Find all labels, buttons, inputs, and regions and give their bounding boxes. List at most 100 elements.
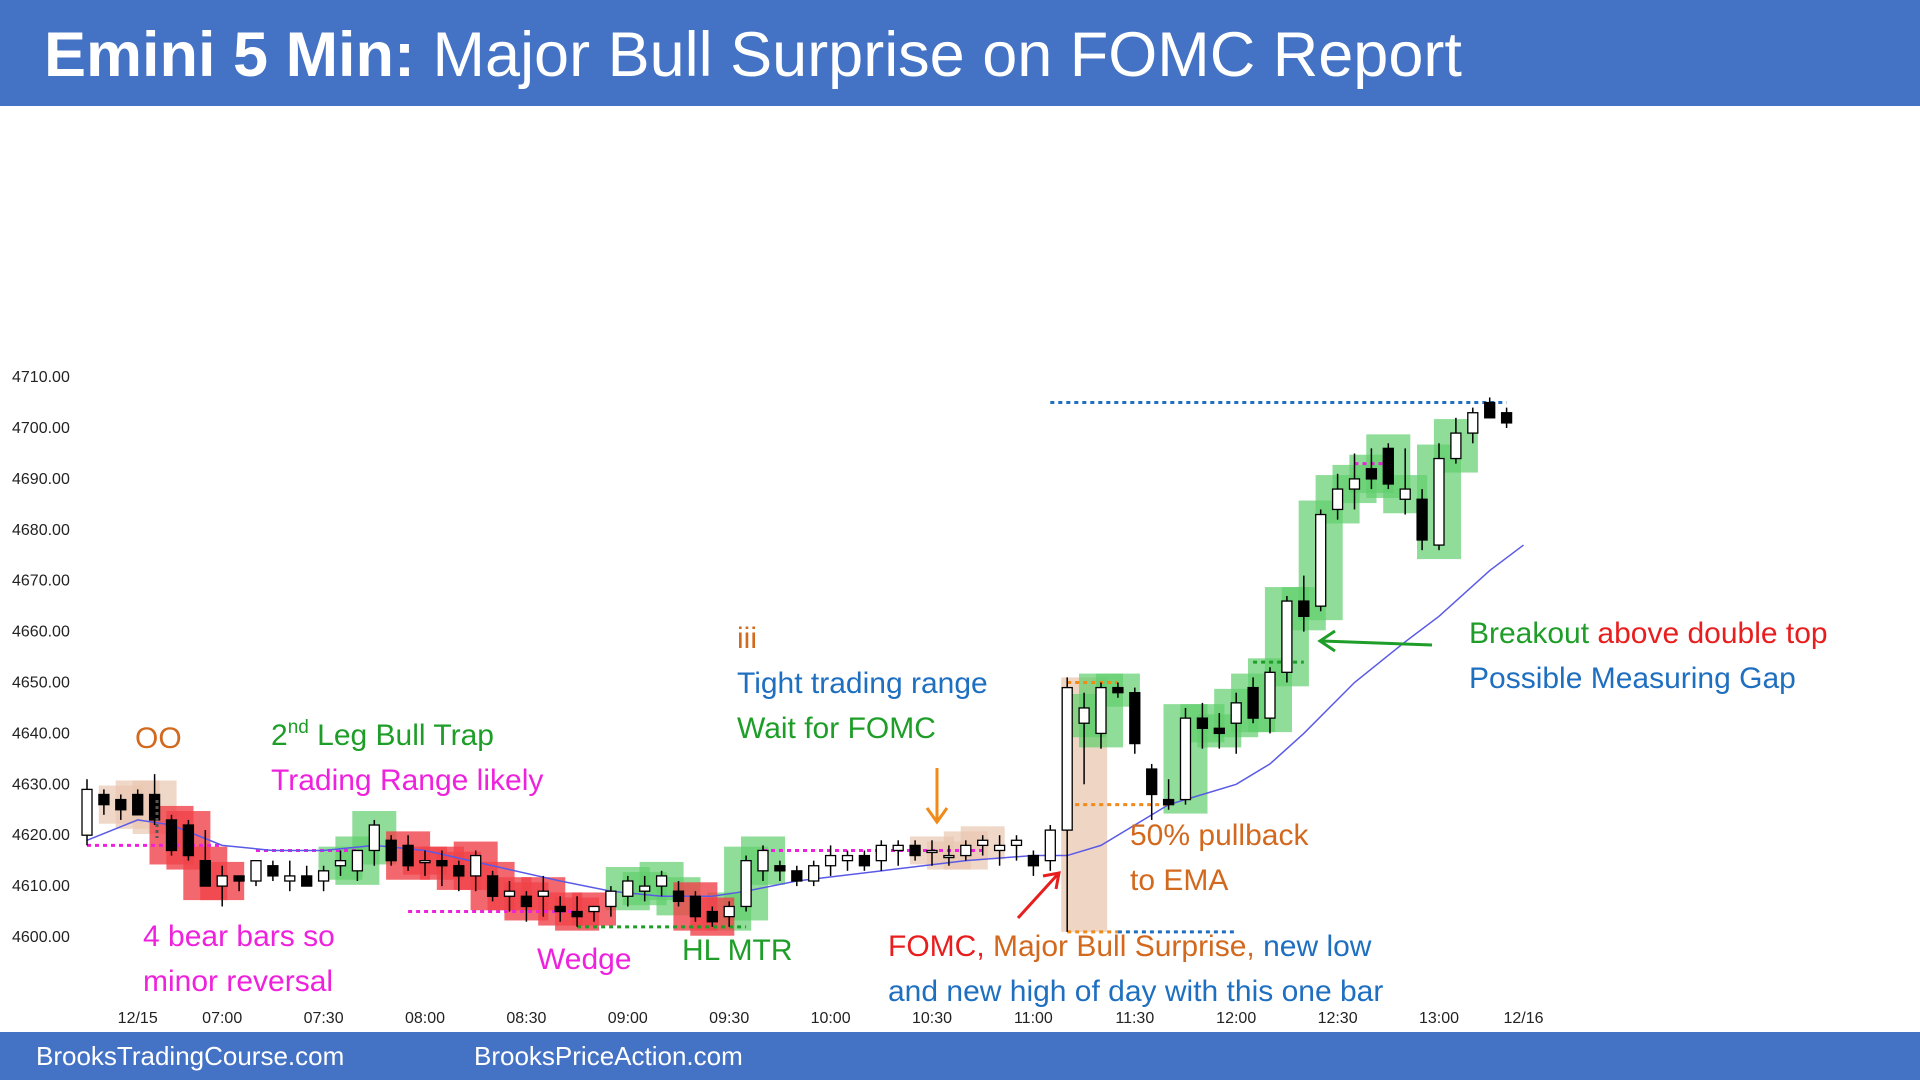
candle: [672, 881, 685, 907]
y-tick-label: 4630.00: [12, 776, 70, 793]
x-tick-label: 08:30: [506, 1010, 546, 1027]
candle: [148, 774, 161, 826]
candle: [706, 906, 718, 927]
candle: [858, 850, 871, 871]
new-low-words: new low: [1255, 930, 1372, 963]
footer-link-right[interactable]: BrooksPriceAction.com: [474, 1041, 743, 1071]
candle: [1500, 407, 1513, 428]
candle: [402, 835, 414, 871]
candle: [1230, 692, 1242, 754]
y-tick-label: 4700.00: [12, 420, 70, 437]
annotation-oo: OO: [135, 722, 182, 755]
candle: [1450, 417, 1462, 464]
bull-candle-body: [1281, 600, 1293, 673]
bull-candle-body: [1264, 671, 1276, 719]
candle: [351, 849, 364, 882]
bull-candle-body: [740, 860, 752, 908]
x-tick-label: 10:30: [912, 1010, 952, 1027]
bull-candle-body: [977, 839, 989, 847]
x-tick-label: 12:00: [1216, 1010, 1256, 1027]
bear-candle-body: [233, 875, 245, 882]
bull-candle-body: [841, 854, 854, 862]
iii-arrow-head: [925, 807, 949, 825]
bull-candle-body: [993, 844, 1006, 852]
candle: [216, 865, 228, 907]
candle: [1382, 443, 1394, 490]
x-tick-label: 10:00: [811, 1010, 851, 1027]
candle: [588, 905, 600, 922]
title-bar: Emini 5 Min: Major Bull Surprise on FOMC…: [0, 0, 1920, 106]
y-tick-label: 4640.00: [12, 725, 70, 742]
bull-candle-body: [808, 865, 820, 882]
annotation-pullback-2: to EMA: [1130, 864, 1228, 897]
bull-candle-body: [1230, 702, 1242, 724]
bear-candle-body: [791, 870, 803, 882]
axis-layer: 4710.00 4700.00 4690.00 4680.00 4670.00 4660.…: [12, 369, 1544, 1027]
candle: [385, 835, 397, 866]
candle: [419, 850, 431, 876]
candle: [892, 840, 904, 866]
bear-candle-body: [1298, 600, 1310, 617]
annotation-wedge: Wedge: [537, 943, 632, 976]
bull-candle-body: [1331, 488, 1344, 511]
bear-candle-body: [1484, 401, 1496, 419]
bull-candle-body: [470, 854, 482, 877]
annotation-iii: iii: [737, 622, 757, 655]
candle: [1247, 677, 1259, 724]
candle: [368, 819, 380, 866]
x-tick-label: 07:00: [202, 1010, 242, 1027]
footer-bar: BrooksTradingCourse.com BrooksPriceActio…: [0, 1032, 1920, 1080]
bull-candle-body: [503, 890, 516, 897]
x-tick-label: 08:00: [405, 1010, 445, 1027]
bear-candle-body: [1112, 686, 1124, 694]
x-tick-label: 12/15: [118, 1010, 158, 1027]
bull-candle-body: [1315, 513, 1327, 607]
candles-layer: [81, 397, 1513, 932]
candle: [622, 875, 634, 907]
candle: [1467, 407, 1479, 444]
candle: [909, 840, 921, 861]
candle: [655, 870, 668, 897]
bull-candle-body: [1095, 686, 1107, 735]
bull-candle-body: [334, 860, 347, 867]
candle: [1078, 692, 1090, 785]
bear-candle-body: [486, 875, 499, 897]
y-tick-label: 4660.00: [12, 624, 70, 641]
bear-candle-body: [148, 793, 161, 821]
bull-candle-body: [81, 788, 93, 836]
bull-candle-body: [757, 849, 769, 872]
bear-candle-body: [774, 865, 786, 872]
x-tick-label: 13:00: [1419, 1010, 1459, 1027]
bull-candle-body: [875, 844, 887, 862]
bear-candle-body: [1146, 768, 1158, 796]
footer-link-left[interactable]: BrooksTradingCourse.com: [36, 1041, 345, 1071]
major-bull-words: Major Bull Surprise,: [985, 930, 1255, 963]
bull-candle-body: [943, 854, 955, 859]
bull-candle-body: [824, 854, 837, 867]
candle: [977, 835, 989, 856]
bear-candle-body: [199, 860, 211, 887]
candle: [182, 819, 195, 861]
candle: [824, 845, 837, 876]
bear-candle-body: [301, 875, 313, 887]
candle: [1484, 397, 1496, 419]
candle: [1179, 707, 1192, 805]
y-tick-label: 4620.00: [12, 827, 70, 844]
bear-candle-body: [1213, 727, 1225, 735]
candle: [1095, 682, 1107, 749]
x-tick-label: 12/16: [1503, 1010, 1543, 1027]
y-tick-label: 4600.00: [12, 929, 70, 946]
bull-candle-body: [216, 875, 228, 887]
candle: [267, 860, 279, 882]
bear-candle-body: [115, 798, 127, 811]
candle: [520, 891, 533, 922]
bear-candle-body: [182, 824, 195, 857]
bear-candle-body: [1196, 717, 1209, 729]
candle: [233, 875, 245, 892]
annotation-wait-fomc: Wait for FOMC: [737, 712, 936, 745]
annotation-tight-range: Tight trading range: [737, 667, 988, 700]
bear-candle-body: [1365, 468, 1378, 480]
candle: [875, 840, 887, 871]
bear-candle-body: [1416, 498, 1428, 541]
candle: [1348, 453, 1361, 510]
